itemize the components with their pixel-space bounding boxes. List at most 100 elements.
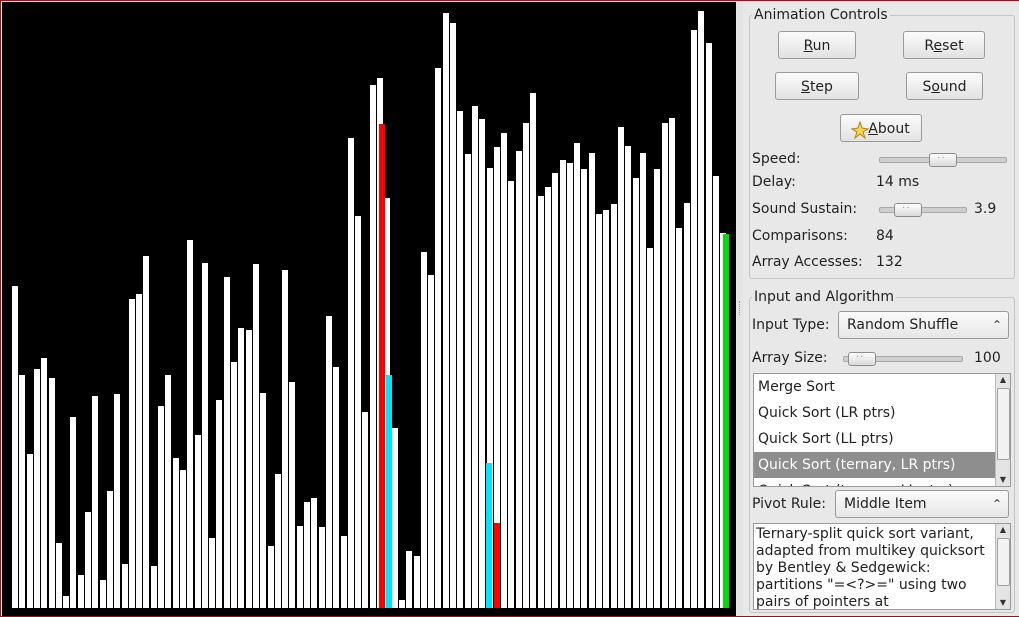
algorithm-item[interactable]: Quick Sort (LR ptrs)	[758, 405, 896, 421]
chevron-updown-icon: ⌃	[991, 497, 1002, 511]
algorithm-description: Ternary-split quick sort variant, adapte…	[753, 523, 1011, 610]
algorithm-list-scrollbar[interactable]: ▲ ▼	[995, 374, 1010, 486]
bar	[121, 564, 128, 608]
bar	[676, 228, 683, 608]
bar	[471, 106, 478, 608]
pivot-rule-select[interactable]: Middle Item ⌃	[835, 490, 1009, 518]
scroll-up-icon[interactable]: ▲	[999, 525, 1007, 534]
bar	[705, 43, 712, 608]
sound-pre: S	[922, 79, 932, 95]
algorithm-item[interactable]: Quick Sort (ternary, LL ptrs)	[754, 478, 1010, 486]
delay-value: 14 ms	[876, 174, 920, 190]
algorithm-item[interactable]: Merge Sort	[758, 379, 835, 395]
bar	[311, 498, 318, 608]
reset-button[interactable]: Reset	[903, 31, 985, 59]
bar	[289, 382, 296, 608]
run-rest: un	[812, 38, 831, 54]
control-panel: Animation Controls Run Reset Step Sound …	[743, 1, 1019, 616]
run-mnemonic: R	[803, 38, 813, 54]
sound-button[interactable]: Sound	[906, 72, 983, 100]
array-size-slider-handle[interactable]	[847, 349, 876, 366]
sound-sustain-slider[interactable]	[879, 207, 967, 213]
sound-sustain-slider-handle[interactable]	[894, 200, 922, 217]
step-button[interactable]: Step	[775, 72, 859, 100]
bar	[581, 169, 588, 608]
bar	[209, 538, 216, 608]
bar	[435, 68, 442, 608]
bar	[194, 435, 201, 608]
scroll-up-icon[interactable]: ▲	[999, 375, 1007, 384]
bar	[559, 160, 566, 608]
bar	[238, 328, 245, 608]
bar	[508, 181, 515, 608]
bar	[99, 580, 106, 608]
step-rest: tep	[809, 79, 833, 95]
algorithm-list[interactable]: Merge Sort Quick Sort (LR ptrs) Quick Sort…	[753, 373, 1011, 487]
bar	[55, 543, 62, 608]
input-type-value: Random Shuffle	[847, 317, 959, 333]
access-bar	[486, 463, 492, 608]
bar	[63, 596, 70, 608]
algorithm-item[interactable]: Quick Sort (LL ptrs)	[758, 431, 894, 447]
array-size-slider[interactable]	[843, 356, 963, 362]
bar	[201, 263, 208, 608]
input-type-label: Input Type:	[752, 317, 830, 333]
reset-pre: R	[924, 38, 934, 54]
bar	[150, 566, 157, 608]
reset-rest: set	[942, 38, 964, 54]
input-type-select[interactable]: Random Shuffle ⌃	[838, 311, 1009, 339]
bar	[537, 196, 544, 608]
sort-visualization-canvas	[2, 2, 736, 616]
description-scrollbar[interactable]: ▲ ▼	[995, 524, 1010, 609]
bar	[260, 393, 267, 608]
bar	[296, 526, 303, 608]
bar	[231, 362, 237, 608]
bar	[632, 178, 639, 608]
bar	[165, 375, 172, 608]
bar	[333, 367, 340, 608]
comparisons-value: 84	[876, 228, 894, 244]
bar	[12, 286, 18, 608]
bar	[523, 123, 529, 608]
scrollbar-thumb[interactable]	[997, 538, 1010, 586]
input-algorithm-title: Input and Algorithm	[754, 289, 895, 305]
bar	[85, 512, 91, 608]
bar	[420, 252, 427, 608]
bar	[647, 248, 654, 608]
algorithm-items: Merge Sort Quick Sort (LR ptrs) Quick Sort…	[754, 374, 1010, 486]
bar	[274, 474, 281, 608]
scrollbar-thumb[interactable]	[997, 388, 1010, 460]
bar	[33, 369, 40, 608]
bar	[603, 210, 610, 608]
reset-mnemonic: e	[933, 38, 943, 54]
scroll-down-icon[interactable]: ▼	[999, 598, 1007, 607]
pivot-rule-value: Middle Item	[844, 496, 927, 512]
run-button[interactable]: Run	[778, 31, 856, 59]
bar	[530, 93, 537, 608]
bar	[464, 154, 471, 608]
bar	[318, 527, 325, 608]
bar	[617, 127, 624, 608]
algorithm-item[interactable]: Quick Sort (ternary, LR ptrs)	[754, 452, 1010, 478]
access-bar	[386, 375, 392, 608]
bar	[450, 23, 456, 608]
panel-splitter[interactable]	[737, 1, 743, 616]
scroll-down-icon[interactable]: ▼	[999, 475, 1007, 484]
bar	[106, 491, 113, 608]
bar	[41, 358, 48, 608]
bar	[19, 375, 26, 608]
splitter-grip[interactable]	[739, 301, 742, 315]
bar	[442, 13, 449, 608]
bar	[683, 203, 690, 608]
compare-bar	[494, 523, 500, 608]
bar	[187, 240, 194, 608]
bar	[179, 470, 186, 608]
about-button[interactable]: About	[840, 114, 922, 142]
bar	[77, 575, 84, 608]
speed-slider-handle[interactable]	[929, 150, 957, 167]
bar	[143, 256, 150, 608]
bar	[457, 111, 464, 608]
bar	[413, 556, 420, 608]
bar	[128, 299, 135, 608]
